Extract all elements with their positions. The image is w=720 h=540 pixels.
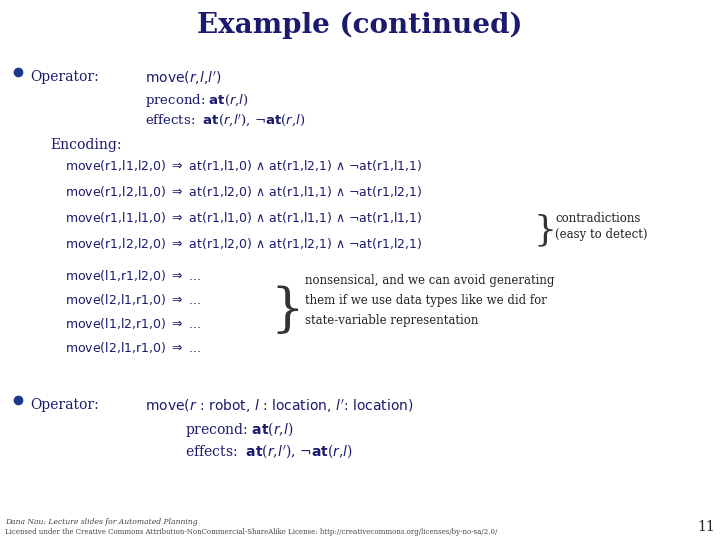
- Text: effects:  $\mathbf{at}$($r$,$l'$), $\neg\mathbf{at}$($r$,$l$): effects: $\mathbf{at}$($r$,$l'$), $\neg\…: [185, 442, 353, 460]
- Text: them if we use data types like we did for: them if we use data types like we did fo…: [305, 294, 547, 307]
- Text: Dana Nau: Lecture slides for Automated Planning: Dana Nau: Lecture slides for Automated P…: [5, 518, 197, 526]
- Text: precond: $\mathbf{at}$($r$,$l$): precond: $\mathbf{at}$($r$,$l$): [145, 92, 248, 109]
- Text: nonsensical, and we can avoid generating: nonsensical, and we can avoid generating: [305, 274, 554, 287]
- Text: move(l2,l1,r1,0) $\Rightarrow$ ...: move(l2,l1,r1,0) $\Rightarrow$ ...: [65, 292, 202, 307]
- Text: Encoding:: Encoding:: [50, 138, 122, 152]
- Text: Example (continued): Example (continued): [197, 12, 523, 39]
- Text: }: }: [270, 286, 304, 336]
- Text: effects:  $\mathbf{at}$($r$,$l'$), $\neg\mathbf{at}$($r$,$l$): effects: $\mathbf{at}$($r$,$l'$), $\neg\…: [145, 112, 305, 128]
- Text: move($r$ : robot, $l$ : location, $l'$: location): move($r$ : robot, $l$ : location, $l'$: …: [145, 398, 414, 415]
- Text: move($r$,$l$,$l'$): move($r$,$l$,$l'$): [145, 70, 222, 87]
- Text: move(l1,r1,l2,0) $\Rightarrow$ ...: move(l1,r1,l2,0) $\Rightarrow$ ...: [65, 268, 202, 283]
- Text: move(r1,l2,l2,0) $\Rightarrow$ at(r1,l2,0) $\wedge$ at(r1,l2,1) $\wedge$ $\neg$a: move(r1,l2,l2,0) $\Rightarrow$ at(r1,l2,…: [65, 236, 423, 251]
- Text: (easy to detect): (easy to detect): [555, 228, 647, 241]
- Text: contradictions: contradictions: [555, 212, 640, 225]
- Text: move(r1,l1,l1,0) $\Rightarrow$ at(r1,l1,0) $\wedge$ at(r1,l1,1) $\wedge$ $\neg$a: move(r1,l1,l1,0) $\Rightarrow$ at(r1,l1,…: [65, 210, 423, 225]
- Text: Licensed under the Creative Commons Attribution-NonCommercial-ShareAlike License: Licensed under the Creative Commons Attr…: [5, 528, 498, 536]
- Text: }: }: [533, 213, 556, 247]
- Text: 11: 11: [697, 520, 715, 534]
- Text: move(r1,l2,l1,0) $\Rightarrow$ at(r1,l2,0) $\wedge$ at(r1,l1,1) $\wedge$ $\neg$a: move(r1,l2,l1,0) $\Rightarrow$ at(r1,l2,…: [65, 184, 423, 199]
- Text: Operator:: Operator:: [30, 70, 99, 84]
- Text: move(r1,l1,l2,0) $\Rightarrow$ at(r1,l1,0) $\wedge$ at(r1,l2,1) $\wedge$ $\neg$a: move(r1,l1,l2,0) $\Rightarrow$ at(r1,l1,…: [65, 158, 423, 173]
- Text: Operator:: Operator:: [30, 398, 99, 412]
- Text: precond: $\mathbf{at}$($r$,$l$): precond: $\mathbf{at}$($r$,$l$): [185, 420, 293, 439]
- Text: move(l2,l1,r1,0) $\Rightarrow$ ...: move(l2,l1,r1,0) $\Rightarrow$ ...: [65, 340, 202, 355]
- Text: state-variable representation: state-variable representation: [305, 314, 478, 327]
- Text: move(l1,l2,r1,0) $\Rightarrow$ ...: move(l1,l2,r1,0) $\Rightarrow$ ...: [65, 316, 202, 331]
